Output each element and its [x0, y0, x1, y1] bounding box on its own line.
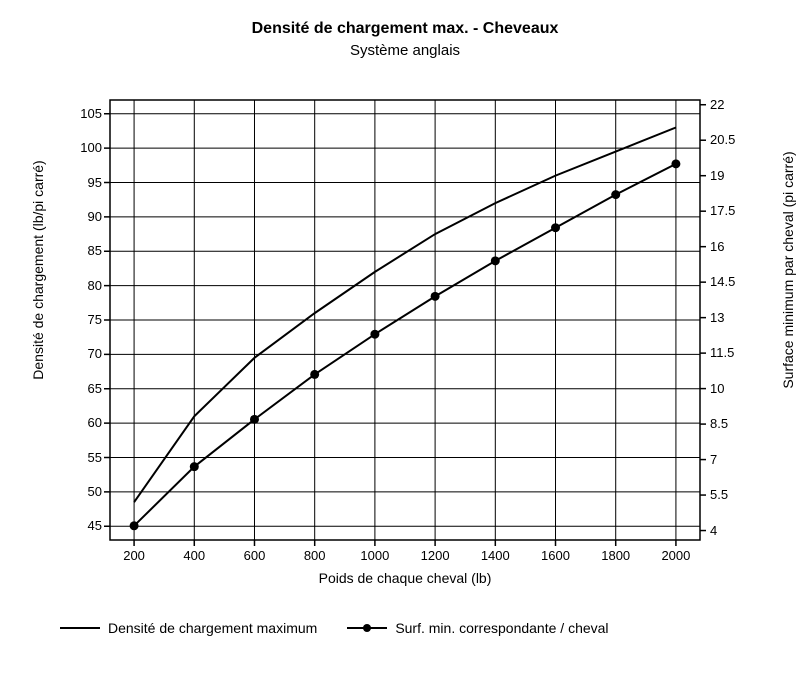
- y-left-tick-label: 45: [68, 518, 102, 533]
- y-right-tick-label: 14.5: [710, 274, 744, 289]
- legend-item-density: Densité de chargement maximum: [60, 620, 317, 636]
- y-left-tick-label: 60: [68, 415, 102, 430]
- y-right-tick-label: 20.5: [710, 132, 744, 147]
- x-axis-label: Poids de chaque cheval (lb): [110, 570, 700, 586]
- x-tick-label: 1200: [415, 548, 455, 563]
- y-left-tick-label: 80: [68, 278, 102, 293]
- y-left-tick-label: 75: [68, 312, 102, 327]
- y-left-tick-label: 85: [68, 243, 102, 258]
- x-tick-label: 400: [174, 548, 214, 563]
- x-tick-label: 1600: [536, 548, 576, 563]
- x-tick-label: 2000: [656, 548, 696, 563]
- y-right-tick-label: 16: [710, 239, 744, 254]
- x-tick-label: 1400: [475, 548, 515, 563]
- y-right-tick-label: 5.5: [710, 487, 744, 502]
- y-right-tick-label: 17.5: [710, 203, 744, 218]
- y-left-tick-label: 70: [68, 346, 102, 361]
- y-right-tick-label: 4: [710, 523, 744, 538]
- legend-item-surface: Surf. min. correspondante / cheval: [347, 620, 608, 636]
- legend-line-icon: [60, 627, 100, 629]
- x-tick-label: 200: [114, 548, 154, 563]
- y-left-tick-label: 65: [68, 381, 102, 396]
- y-left-tick-label: 50: [68, 484, 102, 499]
- y-right-tick-label: 10: [710, 381, 744, 396]
- y-right-tick-label: 13: [710, 310, 744, 325]
- legend-label: Densité de chargement maximum: [108, 620, 317, 636]
- y-left-tick-label: 100: [68, 140, 102, 155]
- y-right-axis-label: Surface minimum par cheval (pi carré): [780, 90, 796, 450]
- legend-label: Surf. min. correspondante / cheval: [395, 620, 608, 636]
- y-right-tick-label: 7: [710, 452, 744, 467]
- x-tick-label: 800: [295, 548, 335, 563]
- y-right-tick-label: 19: [710, 168, 744, 183]
- y-right-tick-label: 22: [710, 97, 744, 112]
- x-tick-label: 1800: [596, 548, 636, 563]
- y-right-tick-label: 11.5: [710, 345, 744, 360]
- legend-dot-icon: [363, 624, 371, 632]
- y-left-tick-label: 95: [68, 175, 102, 190]
- x-tick-label: 1000: [355, 548, 395, 563]
- legend-line-marker-icon: [347, 627, 387, 629]
- x-tick-label: 600: [234, 548, 274, 563]
- y-left-tick-label: 55: [68, 450, 102, 465]
- y-left-tick-label: 105: [68, 106, 102, 121]
- chart-container: Densité de chargement max. - Cheveaux Sy…: [0, 0, 810, 680]
- chart-legend: Densité de chargement maximum Surf. min.…: [60, 620, 609, 636]
- y-left-axis-label: Densité de chargement (lb/pi carré): [30, 110, 46, 430]
- y-right-tick-label: 8.5: [710, 416, 744, 431]
- y-left-tick-label: 90: [68, 209, 102, 224]
